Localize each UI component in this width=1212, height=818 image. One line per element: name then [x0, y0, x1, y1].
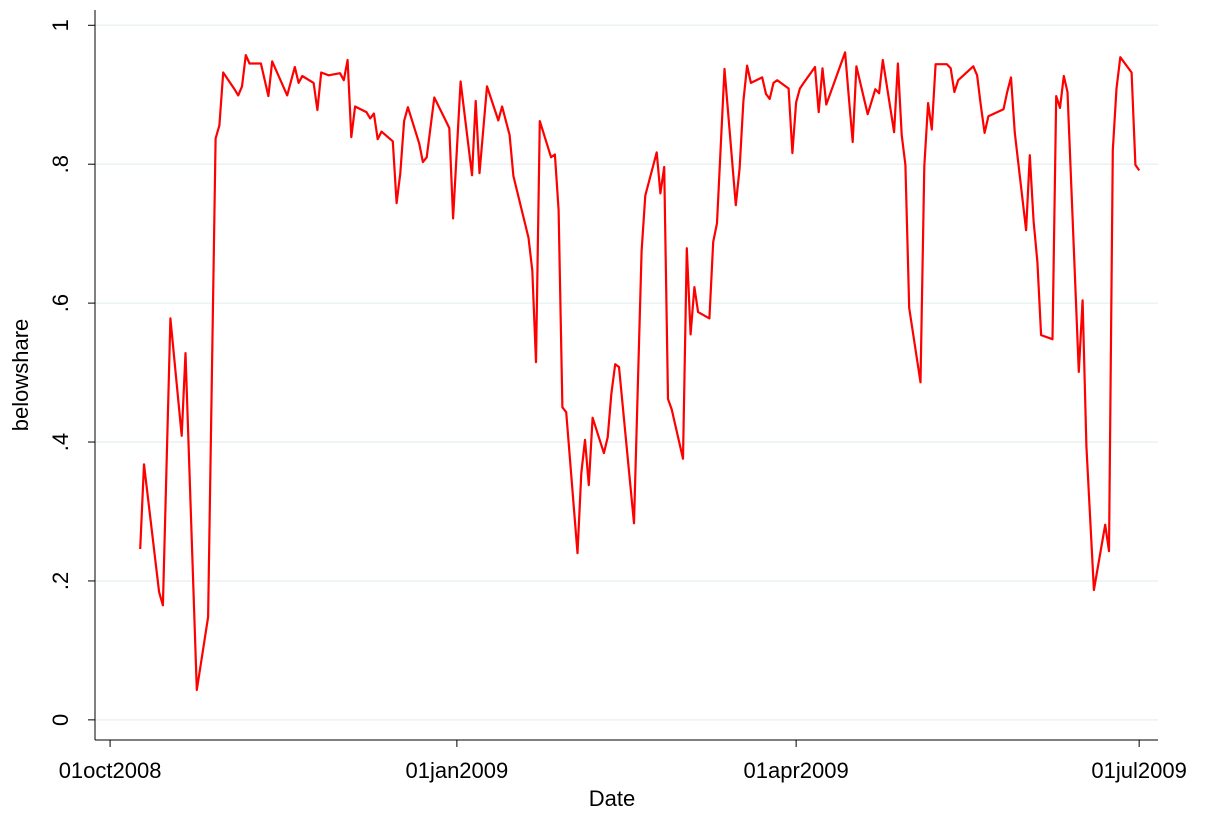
y-tick-label: 0 — [48, 714, 73, 726]
y-tick-label: 1 — [48, 19, 73, 31]
y-tick-label: .4 — [48, 433, 73, 451]
y-tick-label: .2 — [48, 572, 73, 590]
x-tick-label: 01jul2009 — [1091, 758, 1186, 783]
x-tick-label: 01oct2008 — [59, 758, 162, 783]
x-axis-title: Date — [589, 786, 635, 811]
x-tick-label: 01jan2009 — [405, 758, 508, 783]
x-tick-label: 01apr2009 — [744, 758, 849, 783]
y-tick-label: .6 — [48, 294, 73, 312]
y-axis-title: belowshare — [8, 319, 33, 432]
y-tick-label: .8 — [48, 155, 73, 173]
data-line — [139, 51, 1141, 692]
